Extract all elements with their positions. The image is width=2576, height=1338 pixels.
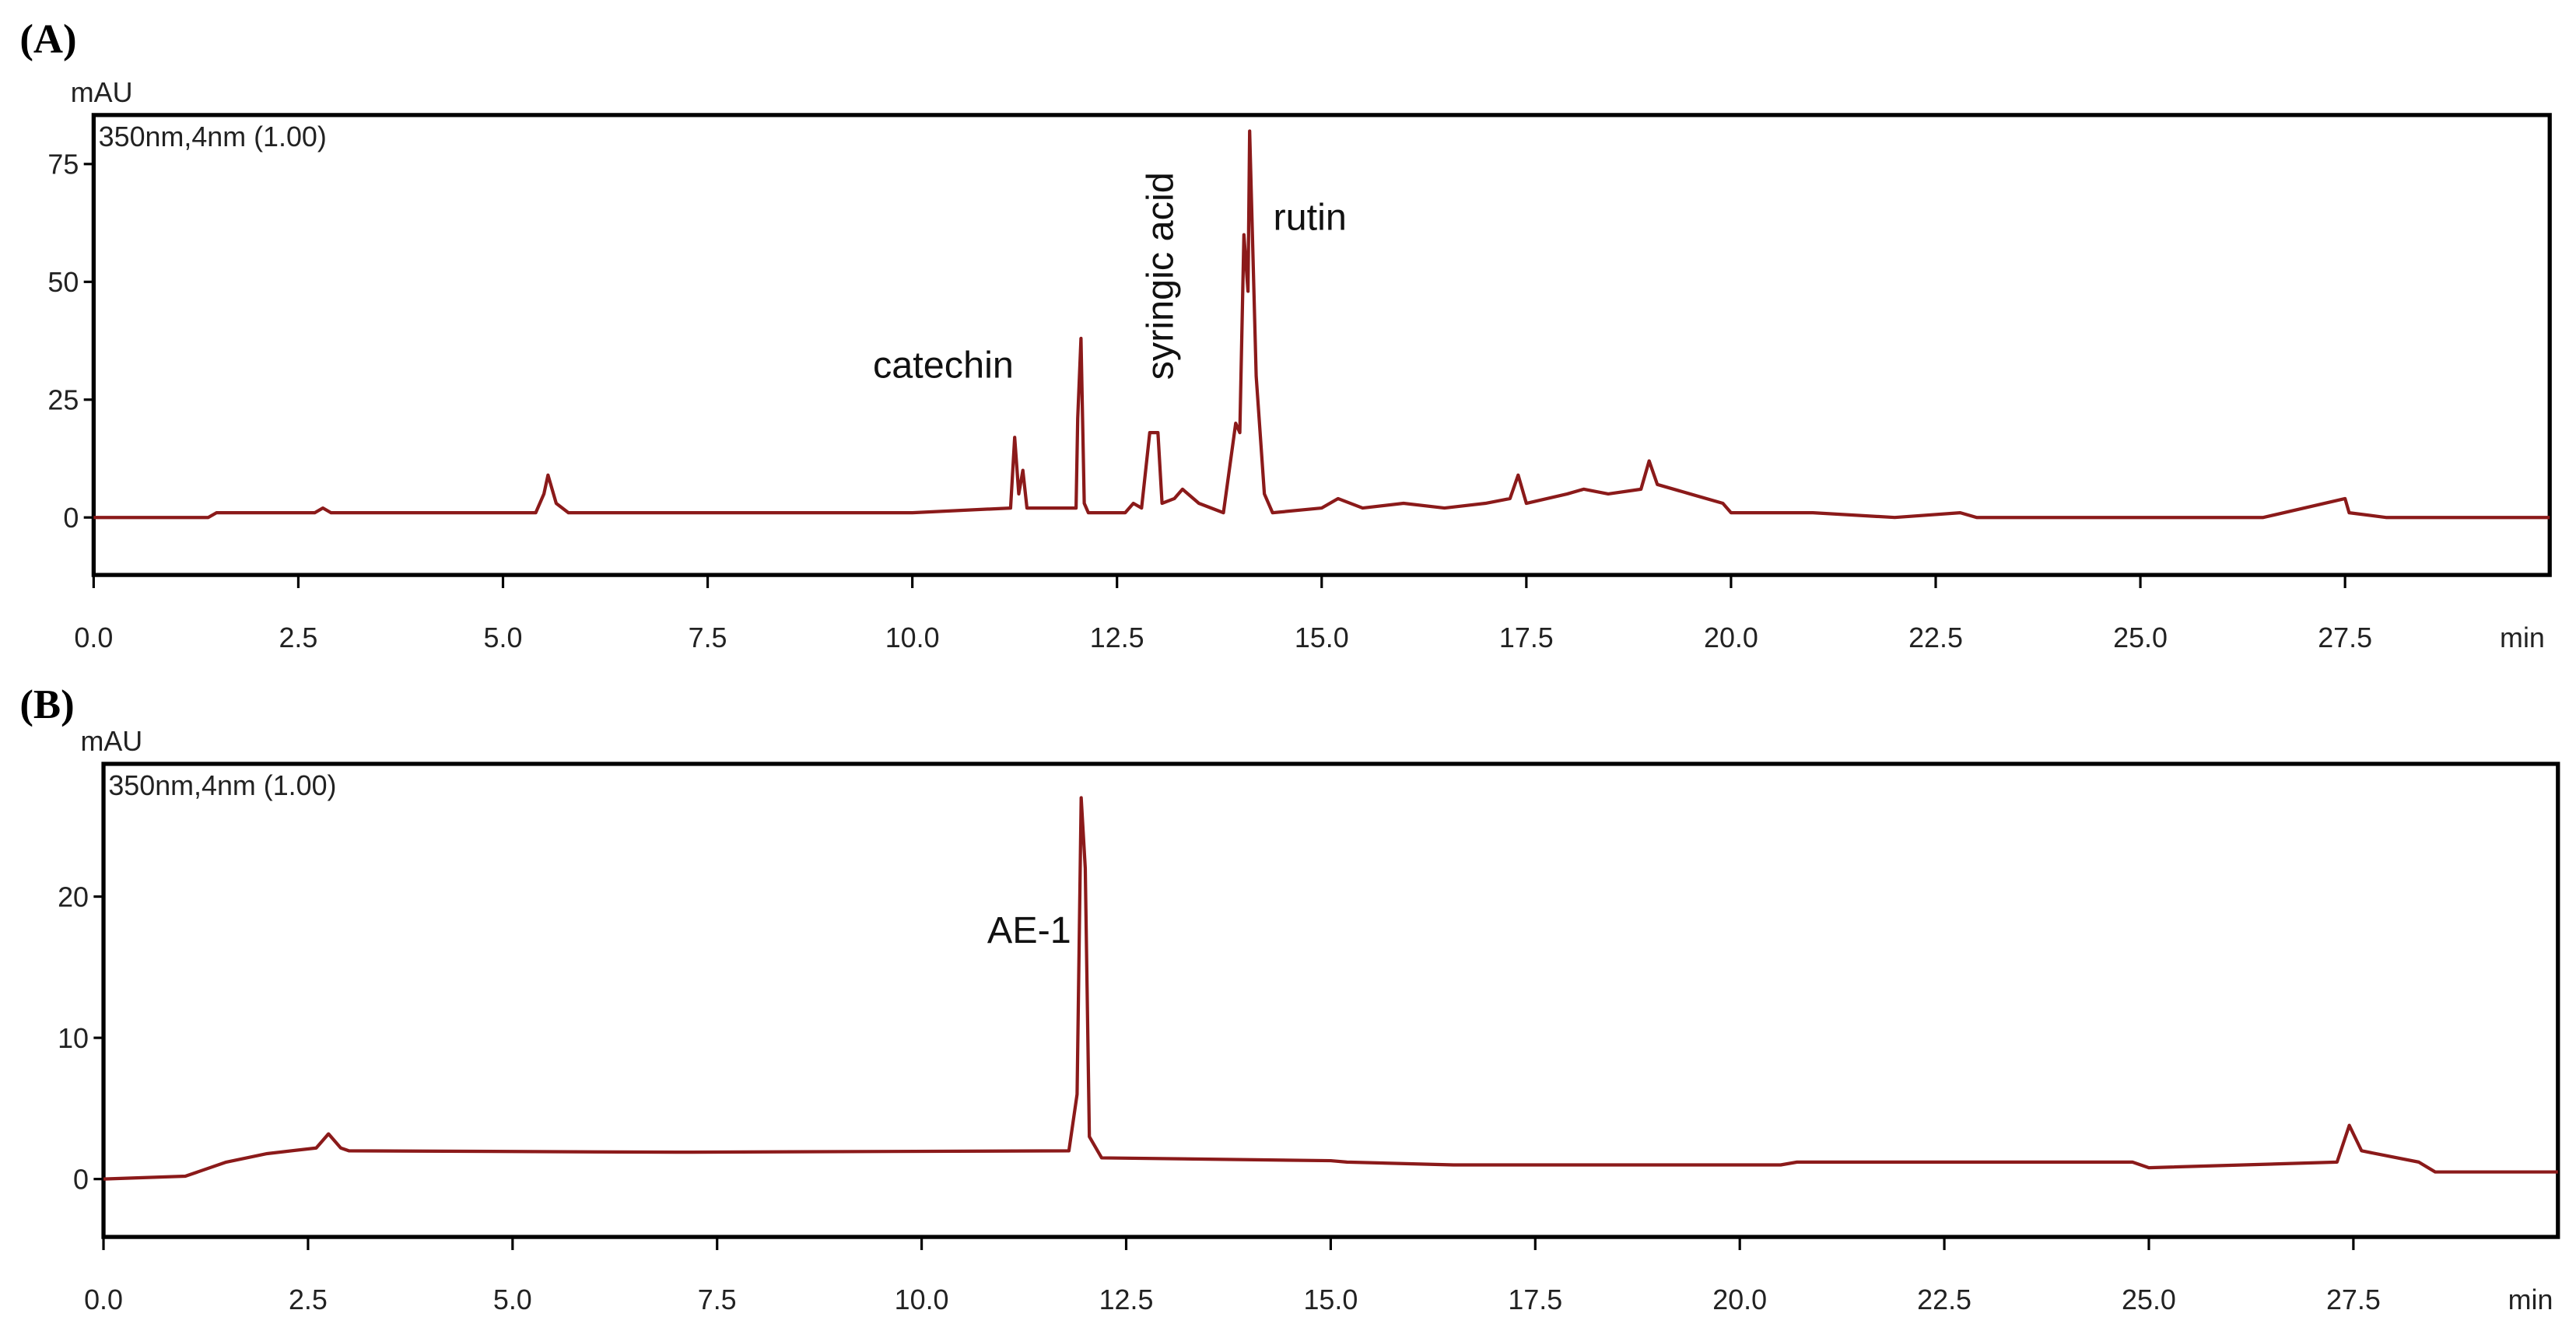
y-tick-label: 0 xyxy=(63,503,79,534)
y-axis-label: mAU xyxy=(71,77,133,108)
x-tick-label: 25.0 xyxy=(2113,622,2168,653)
y-tick-label: 25 xyxy=(47,384,79,415)
y-axis-label: mAU xyxy=(80,726,142,757)
x-tick-label: 2.5 xyxy=(279,622,317,653)
x-tick-label: 10.0 xyxy=(895,1284,949,1315)
annotation: catechin xyxy=(873,345,1014,387)
x-tick-label: 20.0 xyxy=(1704,622,1758,653)
y-tick-label: 0 xyxy=(73,1164,89,1195)
x-tick-label: 5.0 xyxy=(493,1284,532,1315)
x-tick-label: 0.0 xyxy=(74,622,113,653)
x-tick-label: 7.5 xyxy=(698,1284,737,1315)
x-tick-label: 7.5 xyxy=(689,622,727,653)
x-axis-label: min xyxy=(2500,622,2545,653)
trace xyxy=(103,796,2558,1181)
x-tick-label: 17.5 xyxy=(1499,622,1554,653)
legend-label: 350nm,4nm (1.00) xyxy=(99,121,327,152)
annotation: AE-1 xyxy=(987,909,1071,951)
x-tick-label: 2.5 xyxy=(289,1284,328,1315)
annotation: rutin xyxy=(1273,197,1346,239)
x-axis-label: min xyxy=(2508,1284,2553,1315)
x-tick-label: 22.5 xyxy=(1908,622,1963,653)
x-tick-label: 12.5 xyxy=(1099,1284,1154,1315)
x-tick-label: 22.5 xyxy=(1917,1284,1971,1315)
annotation: syringic acid xyxy=(1140,172,1182,380)
x-tick-label: 12.5 xyxy=(1090,622,1144,653)
x-tick-label: 17.5 xyxy=(1508,1284,1562,1315)
x-tick-label: 15.0 xyxy=(1303,1284,1358,1315)
y-tick-label: 20 xyxy=(58,881,89,912)
plot-frame xyxy=(91,113,2552,577)
x-tick-label: 0.0 xyxy=(84,1284,123,1315)
x-tick-label: 27.5 xyxy=(2326,1284,2381,1315)
x-tick-label: 10.0 xyxy=(885,622,940,653)
x-tick-label: 15.0 xyxy=(1295,622,1349,653)
x-tick-label: 20.0 xyxy=(1712,1284,1767,1315)
x-tick-label: 5.0 xyxy=(484,622,523,653)
panel-label: (A) xyxy=(19,17,76,62)
x-tick-label: 27.5 xyxy=(2318,622,2372,653)
y-tick-label: 50 xyxy=(47,267,79,298)
trace xyxy=(93,129,2550,520)
panel-label: (B) xyxy=(19,682,74,727)
y-tick-label: 10 xyxy=(58,1023,89,1054)
y-tick-label: 75 xyxy=(47,149,79,180)
x-tick-label: 25.0 xyxy=(2122,1284,2176,1315)
legend-label: 350nm,4nm (1.00) xyxy=(108,770,336,801)
